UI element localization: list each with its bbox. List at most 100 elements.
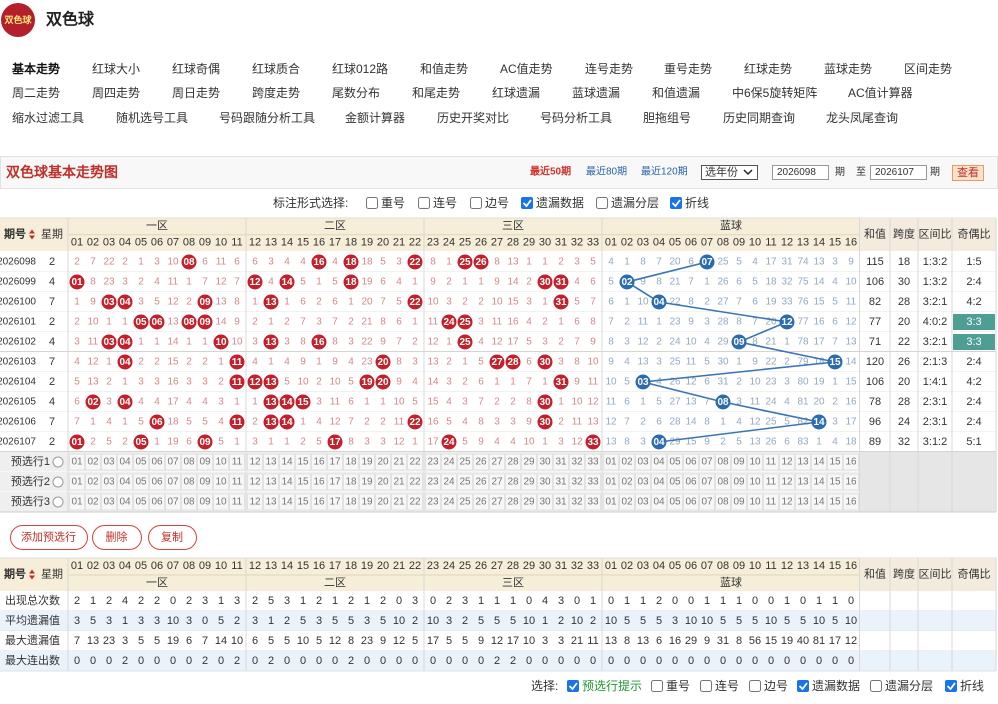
nav-link[interactable]: 缩水过滤工具: [12, 110, 84, 125]
preselect-number[interactable]: 13: [797, 497, 809, 508]
preselect-cell[interactable]: [795, 493, 811, 511]
preselect-cell[interactable]: [343, 473, 359, 491]
preselect-cell[interactable]: [391, 493, 407, 511]
preselect-cell[interactable]: [683, 453, 699, 471]
preselect-cell[interactable]: [85, 453, 101, 471]
preselect-number[interactable]: 18: [345, 457, 357, 468]
preselect-number[interactable]: 05: [135, 497, 147, 508]
preselect-number[interactable]: 31: [555, 497, 567, 508]
preselect-cell[interactable]: [197, 473, 213, 491]
preselect-cell[interactable]: [133, 493, 149, 511]
preselect-cell[interactable]: [843, 473, 859, 491]
nav-link[interactable]: 红球大小: [92, 61, 140, 76]
action-button-text[interactable]: 添加预选行: [21, 530, 76, 544]
preselect-cell[interactable]: [247, 473, 263, 491]
preselect-cell[interactable]: [279, 493, 295, 511]
preselect-number[interactable]: 03: [103, 457, 115, 468]
option-label[interactable]: 折线: [685, 195, 709, 210]
preselect-number[interactable]: 25: [459, 497, 471, 508]
preselect-cell[interactable]: [747, 453, 763, 471]
year-select[interactable]: [701, 165, 758, 180]
preselect-number[interactable]: 03: [103, 497, 115, 508]
preselect-cell[interactable]: [391, 453, 407, 471]
preselect-number[interactable]: 03: [103, 477, 115, 488]
option-label[interactable]: 遗漏分层: [885, 679, 933, 693]
preselect-cell[interactable]: [311, 453, 327, 471]
preselect-number[interactable]: 24: [443, 497, 455, 508]
nav-link[interactable]: 区间走势: [904, 62, 952, 76]
action-button[interactable]: [148, 525, 197, 550]
preselect-number[interactable]: 02: [621, 457, 633, 468]
preselect-cell[interactable]: [747, 473, 763, 491]
preselect-cell[interactable]: [311, 493, 327, 511]
preselect-cell[interactable]: [101, 453, 117, 471]
preselect-cell[interactable]: [85, 473, 101, 491]
preselect-number[interactable]: 05: [669, 497, 681, 508]
nav-link[interactable]: 历史开奖对比: [437, 111, 509, 125]
preselect-cell[interactable]: [635, 473, 651, 491]
preselect-number[interactable]: 14: [281, 457, 293, 468]
preselect-number[interactable]: 29: [523, 497, 535, 508]
preselect-number[interactable]: 27: [491, 457, 503, 468]
option-label[interactable]: 遗漏分层: [611, 196, 659, 210]
preselect-cell[interactable]: [391, 473, 407, 491]
preselect-number[interactable]: 23: [427, 497, 439, 508]
preselect-number[interactable]: 02: [87, 477, 99, 488]
preselect-number[interactable]: 21: [393, 477, 405, 488]
preselect-cell[interactable]: [763, 493, 779, 511]
nav-link[interactable]: 尾数分布: [332, 85, 380, 100]
preselect-cell[interactable]: [667, 473, 683, 491]
preselect-number[interactable]: 12: [781, 477, 793, 488]
preselect-number[interactable]: 32: [571, 457, 583, 468]
preselect-cell[interactable]: [827, 473, 843, 491]
preselect-cell[interactable]: [149, 453, 165, 471]
preselect-cell[interactable]: [165, 453, 181, 471]
preselect-number[interactable]: 10: [749, 457, 761, 468]
preselect-number[interactable]: 17: [329, 477, 341, 488]
preselect-cell[interactable]: [133, 453, 149, 471]
preselect-number[interactable]: 05: [669, 477, 681, 488]
preselect-number[interactable]: 16: [845, 497, 857, 508]
preselect-cell[interactable]: [441, 473, 457, 491]
preselect-number[interactable]: 14: [281, 477, 293, 488]
preselect-cell[interactable]: [811, 453, 827, 471]
preselect-number[interactable]: 16: [845, 477, 857, 488]
preselect-cell[interactable]: [425, 453, 441, 471]
preselect-cell[interactable]: [229, 453, 245, 471]
preselect-cell[interactable]: [295, 453, 311, 471]
option-label[interactable]: 连号: [433, 195, 457, 210]
preselect-number[interactable]: 07: [701, 477, 713, 488]
preselect-number[interactable]: 26: [475, 457, 487, 468]
preselect-number[interactable]: 28: [507, 477, 519, 488]
preselect-number[interactable]: 23: [427, 457, 439, 468]
preselect-cell[interactable]: [69, 473, 85, 491]
preselect-cell[interactable]: [149, 493, 165, 511]
view-button-text[interactable]: 查看: [957, 165, 979, 179]
preselect-cell[interactable]: [553, 493, 569, 511]
preselect-cell[interactable]: [359, 493, 375, 511]
preselect-number[interactable]: 28: [507, 497, 519, 508]
preselect-cell[interactable]: [553, 473, 569, 491]
preselect-cell[interactable]: [359, 453, 375, 471]
preselect-cell[interactable]: [263, 493, 279, 511]
preselect-cell[interactable]: [569, 453, 585, 471]
preselect-cell[interactable]: [375, 473, 391, 491]
preselect-cell[interactable]: [715, 473, 731, 491]
preselect-cell[interactable]: [457, 473, 473, 491]
preselect-number[interactable]: 16: [845, 457, 857, 468]
nav-link[interactable]: 连号走势: [585, 61, 633, 76]
preselect-cell[interactable]: [327, 453, 343, 471]
preselect-cell[interactable]: [731, 453, 747, 471]
preselect-number[interactable]: 31: [555, 477, 567, 488]
preselect-cell[interactable]: [635, 493, 651, 511]
preselect-number[interactable]: 08: [183, 457, 195, 468]
preselect-number[interactable]: 26: [475, 497, 487, 508]
preselect-number[interactable]: 30: [539, 477, 551, 488]
preselect-number[interactable]: 03: [637, 497, 649, 508]
preselect-number[interactable]: 30: [539, 457, 551, 468]
preselect-number[interactable]: 11: [766, 457, 777, 468]
preselect-cell[interactable]: [779, 453, 795, 471]
preselect-radio[interactable]: [52, 496, 64, 508]
preselect-number[interactable]: 14: [813, 457, 825, 468]
preselect-number[interactable]: 20: [377, 477, 389, 488]
